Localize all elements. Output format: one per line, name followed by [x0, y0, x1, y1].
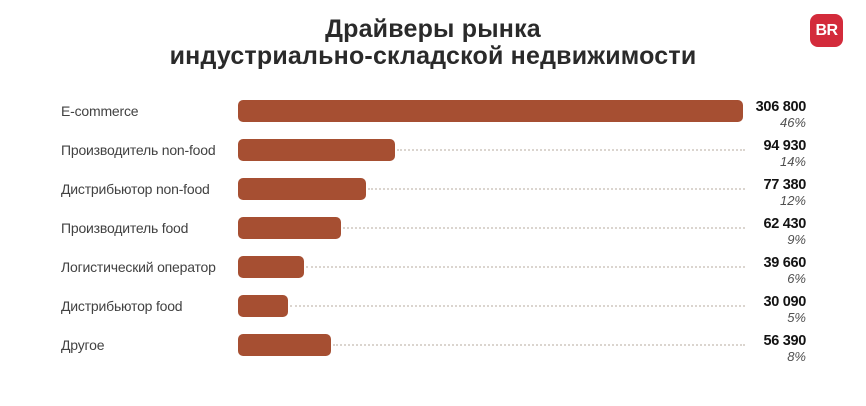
- chart-row: Производитель food 62 430 9%: [61, 208, 806, 247]
- percent-label: 6%: [787, 271, 806, 286]
- value-block: 306 800 46%: [745, 99, 807, 130]
- leader-line: [367, 187, 745, 190]
- row-label: Другое: [61, 336, 105, 353]
- bar: [238, 255, 304, 278]
- row-label: E-commerce: [61, 102, 139, 119]
- page-title-line2: индустриально-складской недвижимости: [169, 42, 697, 70]
- percent-label: 46%: [779, 115, 806, 130]
- value-label: 77 380: [763, 177, 806, 193]
- bar-track: [238, 294, 745, 317]
- value-label: 94 930: [763, 138, 806, 154]
- bar-track: [238, 333, 745, 356]
- row-label: Дистрибьютор food: [61, 297, 183, 314]
- value-label: 30 090: [763, 294, 806, 310]
- leader-line: [305, 265, 745, 268]
- brand-logo-text: BR: [815, 21, 838, 39]
- percent-label: 9%: [787, 232, 806, 247]
- value-label: 62 430: [763, 216, 806, 232]
- value-block: 39 660 6%: [745, 255, 806, 286]
- bar-track: [238, 99, 745, 122]
- chart-row: Производитель non-food 94 930 14%: [61, 130, 806, 169]
- percent-label: 8%: [787, 349, 806, 364]
- bar-track: [238, 255, 745, 278]
- bar: [238, 333, 332, 356]
- bar: [238, 177, 366, 200]
- chart-row: Дистрибьютор non-food 77 380 12%: [61, 169, 806, 208]
- leader-line: [396, 148, 745, 151]
- value-block: 77 380 12%: [745, 177, 806, 208]
- leader-line: [333, 343, 745, 346]
- value-block: 56 390 8%: [745, 333, 806, 364]
- bar-chart: E-commerce 306 800 46% Производитель non…: [61, 91, 806, 364]
- bar-track: [238, 138, 745, 161]
- chart-row: Другое 56 390 8%: [61, 325, 806, 364]
- bar: [238, 138, 395, 161]
- value-label: 56 390: [763, 333, 806, 349]
- row-label: Логистический оператор: [61, 258, 216, 275]
- percent-label: 12%: [779, 193, 806, 208]
- row-label: Производитель food: [61, 219, 189, 236]
- value-block: 94 930 14%: [745, 138, 806, 169]
- row-label: Дистрибьютор non-food: [61, 180, 210, 197]
- value-label: 306 800: [755, 99, 807, 115]
- bar-track: [238, 177, 745, 200]
- chart-row: Логистический оператор 39 660 6%: [61, 247, 806, 286]
- brand-logo: BR: [810, 14, 843, 47]
- bar: [238, 294, 288, 317]
- leader-line: [289, 304, 745, 307]
- chart-row: Дистрибьютор food 30 090 5%: [61, 286, 806, 325]
- row-label: Производитель non-food: [61, 141, 216, 158]
- bar-track: [238, 216, 745, 239]
- bar: [238, 216, 342, 239]
- percent-label: 14%: [779, 154, 806, 169]
- percent-label: 5%: [787, 310, 806, 325]
- page-title: Драйверы рынка индустриально-складской н…: [0, 16, 866, 70]
- bar: [238, 99, 743, 122]
- chart-row: E-commerce 306 800 46%: [61, 91, 806, 130]
- page-title-line1: Драйверы рынка: [325, 15, 541, 43]
- value-block: 62 430 9%: [745, 216, 806, 247]
- leader-line: [343, 226, 745, 229]
- value-label: 39 660: [763, 255, 806, 271]
- value-block: 30 090 5%: [745, 294, 806, 325]
